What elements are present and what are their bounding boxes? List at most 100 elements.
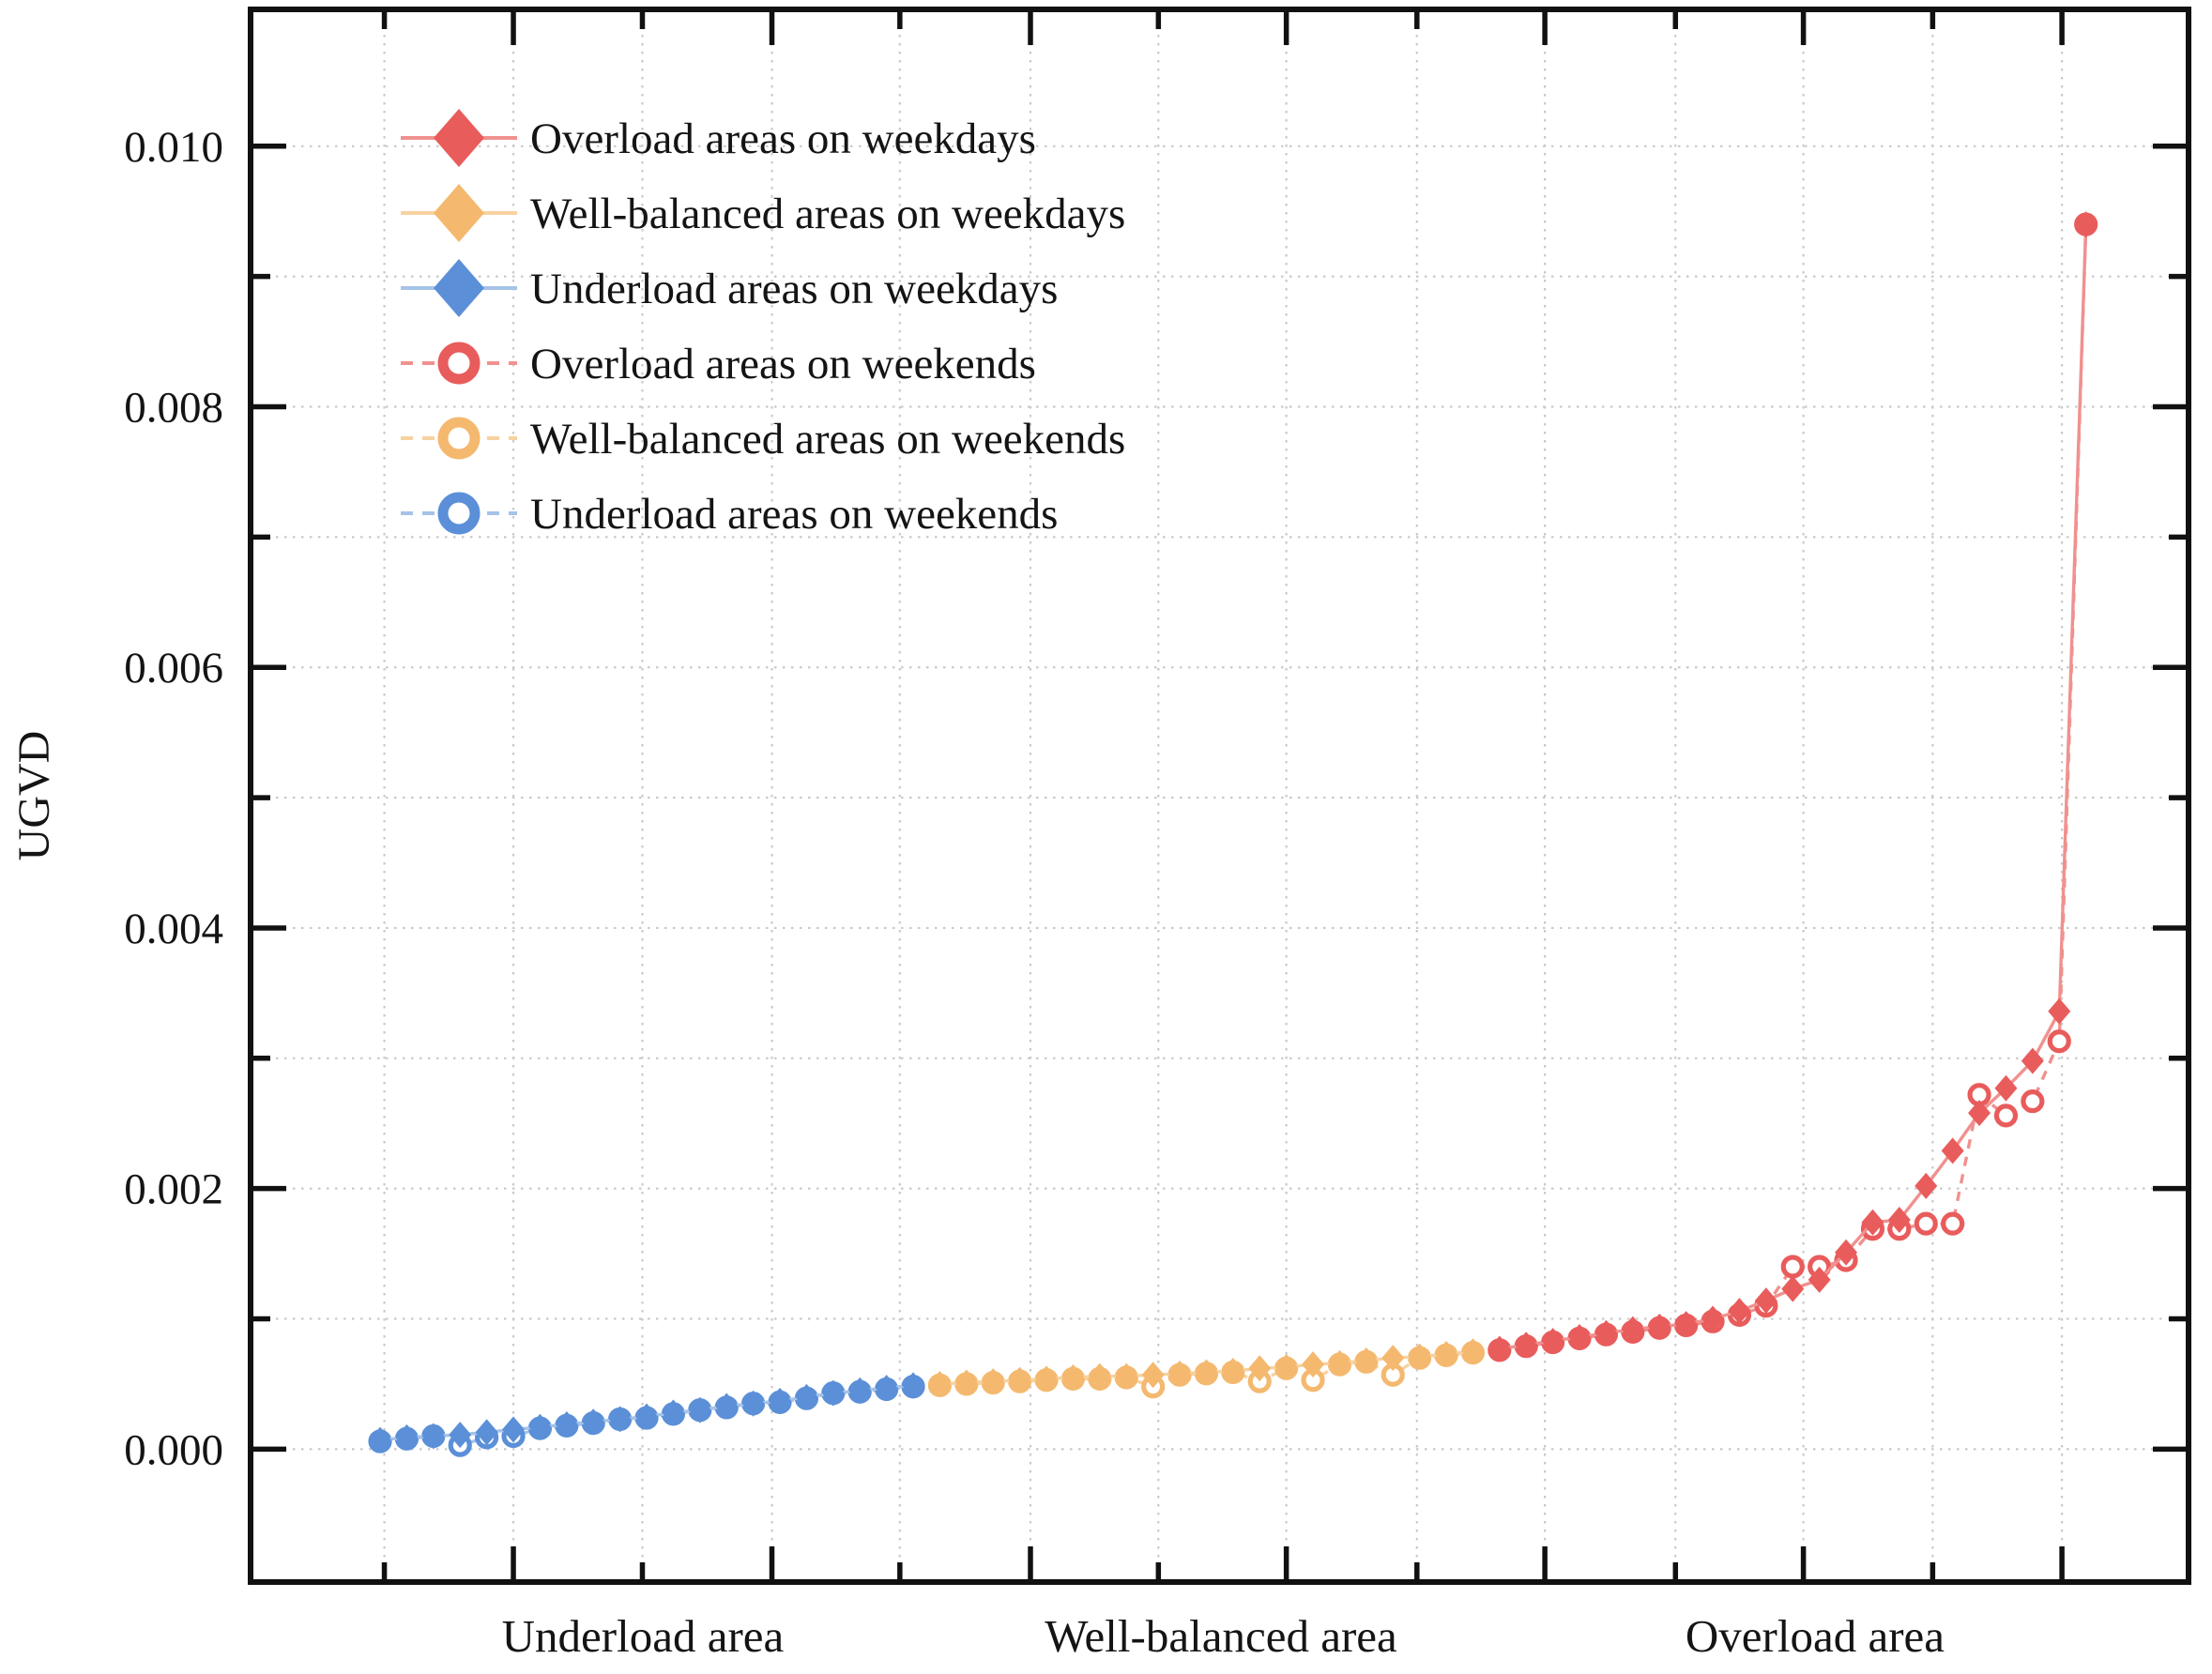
data-point-diamond xyxy=(741,1390,765,1417)
data-point-diamond xyxy=(1487,1335,1511,1362)
chart-gridlines xyxy=(251,9,2189,1582)
legend-marker-circle xyxy=(437,342,481,385)
data-point-diamond xyxy=(369,1426,392,1453)
plot-frame xyxy=(248,7,2191,1585)
legend-item-well-balanced-areas-on-weekdays: Well-balanced areas on weekdays xyxy=(401,184,1125,242)
data-point-diamond xyxy=(1941,1137,1964,1164)
data-point-diamond xyxy=(1754,1287,1777,1315)
data-point-diamond xyxy=(1515,1332,1538,1359)
legend-label: Well-balanced areas on weekends xyxy=(530,415,1125,464)
legend-marker-circle xyxy=(437,492,481,535)
data-point-diamond xyxy=(1674,1311,1698,1338)
data-point-diamond xyxy=(434,109,484,167)
data-point-diamond xyxy=(449,1422,472,1449)
data-point-diamond xyxy=(1354,1347,1378,1374)
data-point-diamond xyxy=(902,1372,925,1399)
x-axis-label-well-balanced-area: Well-balanced area xyxy=(1045,1610,1397,1662)
legend-marker-circle xyxy=(437,417,481,460)
data-point-diamond xyxy=(582,1408,605,1436)
data-point-diamond xyxy=(1887,1206,1911,1233)
legend-label: Overload areas on weekends xyxy=(530,340,1036,388)
data-point-diamond xyxy=(688,1396,711,1423)
legend-item-overload-areas-on-weekdays: Overload areas on weekdays xyxy=(401,109,1036,167)
y-axis-title: UGVD xyxy=(9,731,59,861)
data-point-diamond xyxy=(2021,1047,2044,1074)
chart-legend: Overload areas on weekdays Well-balanced … xyxy=(401,109,1125,539)
data-point-diamond xyxy=(769,1387,792,1414)
data-point-diamond xyxy=(1915,1172,1938,1199)
series-overload-areas-on-weekends xyxy=(1487,212,2098,1362)
data-point-diamond xyxy=(1861,1209,1884,1236)
y-tick-label: 0.002 xyxy=(124,1165,223,1214)
data-point-diamond xyxy=(848,1377,872,1404)
series-overload-areas-on-weekdays xyxy=(1487,211,2098,1362)
data-point-diamond xyxy=(795,1383,818,1410)
data-point-diamond xyxy=(502,1416,526,1443)
y-axis-tick-labels: 0.000 0.002 0.004 0.006 0.008 0.010 xyxy=(124,123,223,1475)
data-point-circle xyxy=(1914,1211,1938,1236)
data-point-diamond xyxy=(1461,1338,1485,1365)
data-point-diamond xyxy=(1168,1360,1192,1387)
data-point-diamond xyxy=(1195,1359,1218,1386)
data-point-diamond xyxy=(1594,1319,1618,1347)
data-point-diamond xyxy=(821,1379,845,1407)
y-tick-label: 0.006 xyxy=(124,644,223,692)
data-point-diamond xyxy=(1381,1345,1405,1372)
legend-item-overload-areas-on-weekends: Overload areas on weekends xyxy=(401,340,1036,388)
data-point-diamond xyxy=(1781,1275,1805,1302)
data-point-diamond xyxy=(928,1370,952,1397)
data-point-diamond xyxy=(1088,1362,1111,1390)
chart-ticks xyxy=(251,9,2189,1582)
chart-series xyxy=(368,211,2098,1457)
data-point-circle xyxy=(1993,1103,2019,1128)
data-point-diamond xyxy=(1808,1266,1831,1293)
data-point-diamond xyxy=(1568,1323,1592,1350)
data-point-diamond xyxy=(982,1368,1005,1395)
legend-label: Underload areas on weekends xyxy=(530,490,1058,539)
data-point-circle xyxy=(2047,1029,2071,1054)
data-point-diamond xyxy=(1728,1298,1751,1325)
legend-label: Overload areas on weekdays xyxy=(530,114,1036,163)
data-point-diamond xyxy=(1328,1349,1351,1377)
series-well-balanced-areas-on-weekdays xyxy=(928,1338,1485,1397)
data-point-diamond xyxy=(2048,997,2071,1025)
legend-label: Well-balanced areas on weekdays xyxy=(530,190,1125,238)
data-point-diamond xyxy=(1115,1362,1138,1390)
data-point-diamond xyxy=(1141,1362,1165,1389)
data-point-diamond xyxy=(662,1399,685,1426)
data-point-diamond xyxy=(1968,1100,1991,1127)
data-point-diamond xyxy=(1648,1313,1671,1340)
data-point-diamond xyxy=(1621,1316,1644,1343)
data-point-diamond xyxy=(1701,1305,1725,1332)
series-underload-areas-on-weekdays xyxy=(369,1372,925,1453)
data-point-diamond xyxy=(1541,1328,1564,1355)
x-axis-label-underload-area: Underload area xyxy=(502,1610,785,1662)
data-point-diamond xyxy=(1835,1239,1858,1266)
y-tick-label: 0.004 xyxy=(124,905,223,953)
legend-item-underload-areas-on-weekends: Underload areas on weekends xyxy=(401,490,1058,539)
data-point-circle xyxy=(2021,1089,2045,1114)
data-point-diamond xyxy=(395,1423,419,1451)
legend-item-well-balanced-areas-on-weekends: Well-balanced areas on weekends xyxy=(401,415,1125,464)
legend-label: Underload areas on weekdays xyxy=(530,265,1058,313)
data-point-diamond xyxy=(1435,1341,1458,1368)
data-point-diamond xyxy=(715,1392,739,1420)
x-axis-label-overload-area: Overload area xyxy=(1686,1610,1945,1662)
data-point-diamond xyxy=(1248,1355,1272,1382)
data-point-diamond xyxy=(434,259,484,317)
data-point-diamond xyxy=(1061,1363,1085,1391)
series-line xyxy=(1499,224,2088,1351)
data-point-circle xyxy=(1780,1255,1805,1279)
data-point-diamond xyxy=(875,1375,898,1402)
data-point-diamond xyxy=(528,1413,552,1440)
data-point-diamond xyxy=(1994,1074,2018,1102)
data-point-diamond xyxy=(475,1419,498,1446)
y-tick-label: 0.010 xyxy=(124,123,223,172)
data-point-diamond xyxy=(421,1423,445,1450)
y-tick-label: 0.008 xyxy=(124,384,223,433)
data-point-diamond xyxy=(1035,1365,1059,1392)
data-point-diamond xyxy=(555,1410,578,1438)
data-point-circle xyxy=(1941,1211,1965,1236)
data-point-diamond xyxy=(1302,1351,1325,1378)
